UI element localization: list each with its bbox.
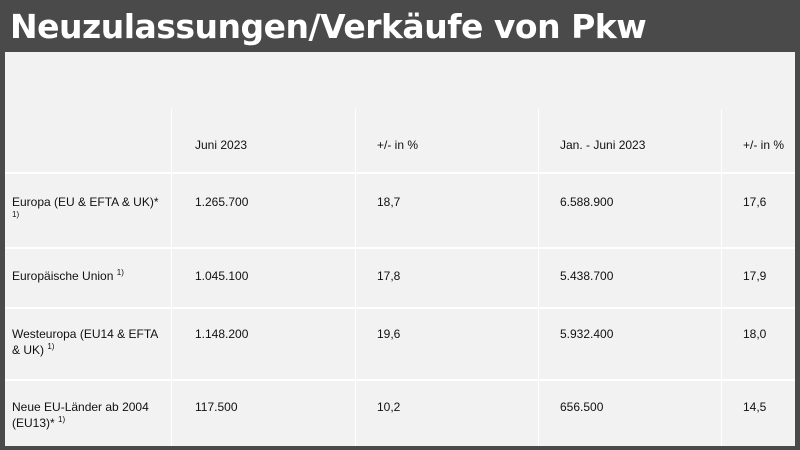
cell-change-juni: 19,6 [377,327,401,341]
table-row: Westeuropa (EU14 & EFTA & UK) 1) 1.148.2… [5,309,795,379]
row-label-text: Neue EU-Länder ab 2004 (EU13)* [12,400,149,430]
table-row: Europäische Union 1) 1.045.100 17,8 5.43… [5,249,795,307]
column-header-change-juni: +/- in % [377,138,419,152]
cell-juni-2023: 117.500 [195,400,238,414]
cell-change-jan-juni: 17,6 [743,195,767,209]
cell-juni-2023: 1.148.200 [195,327,249,341]
table-header-row: Juni 2023 +/- in % Jan. - Juni 2023 +/- … [5,109,795,172]
row-label-text: Europa (EU & EFTA & UK)* [12,195,159,209]
cell-change-jan-juni: 18,0 [743,327,767,341]
page-title: Neuzulassungen/Verkäufe von Pkw [10,7,647,46]
data-table: Juni 2023 +/- in % Jan. - Juni 2023 +/- … [5,109,795,446]
row-label-text: Europäische Union [12,269,114,283]
cell-change-jan-juni: 17,9 [743,269,767,283]
table-row: Neue EU-Länder ab 2004 (EU13)* 1) 117.50… [5,381,795,446]
row-label-text: Westeuropa (EU14 & EFTA & UK) [12,327,158,357]
column-header-juni-2023: Juni 2023 [195,138,248,152]
cell-change-juni: 10,2 [377,400,401,414]
footnote-marker: 1) [116,268,124,277]
cell-juni-2023: 1.045.100 [195,269,249,283]
column-header-jan-juni-2023: Jan. - Juni 2023 [560,138,646,152]
cell-change-juni: 18,7 [377,195,401,209]
footnote-marker: 1) [58,415,66,424]
cell-change-jan-juni: 14,5 [743,400,767,414]
cell-jan-juni-2023: 656.500 [560,400,604,414]
footnote-marker: 1) [47,342,55,351]
row-label: Europa (EU & EFTA & UK)* 1) [12,194,162,226]
title-bar: Neuzulassungen/Verkäufe von Pkw [0,0,800,52]
row-label: Neue EU-Länder ab 2004 (EU13)* 1) [12,399,162,431]
row-label: Europäische Union 1) [12,268,162,284]
row-label: Westeuropa (EU14 & EFTA & UK) 1) [12,326,162,358]
cell-jan-juni-2023: 5.438.700 [560,269,614,283]
cell-jan-juni-2023: 6.588.900 [560,195,614,209]
content-panel: Juni 2023 +/- in % Jan. - Juni 2023 +/- … [5,52,795,446]
cell-change-juni: 17,8 [377,269,401,283]
footnote-marker: 1) [12,210,20,219]
cell-jan-juni-2023: 5.932.400 [560,327,614,341]
table-row: Europa (EU & EFTA & UK)* 1) 1.265.700 18… [5,174,795,247]
column-header-change-jan-juni: +/- in % [743,138,785,152]
cell-juni-2023: 1.265.700 [195,195,249,209]
